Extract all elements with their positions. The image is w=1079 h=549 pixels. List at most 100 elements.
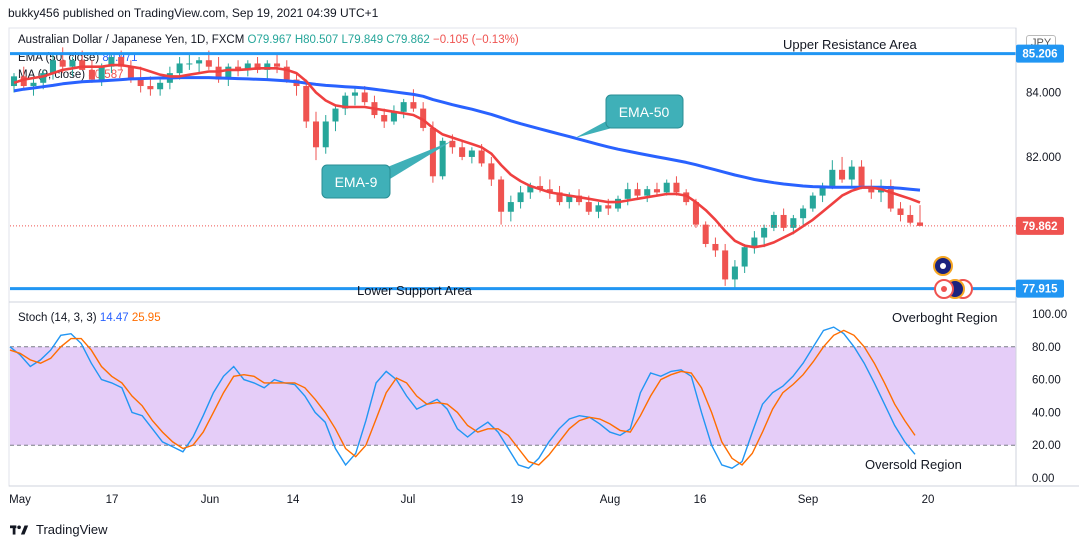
candle-body — [683, 192, 690, 203]
candle-body — [244, 63, 251, 70]
candle-body — [488, 163, 495, 180]
tradingview-logo-icon — [10, 524, 29, 535]
candle-body — [322, 121, 329, 148]
candle-body — [907, 214, 914, 223]
candle-body — [819, 185, 826, 196]
candle-body — [254, 63, 261, 70]
candle — [390, 105, 397, 125]
candle — [683, 189, 690, 206]
stoch-tick-label-1: 80.00 — [1032, 342, 1061, 354]
candle-body — [98, 66, 105, 80]
candle — [420, 102, 427, 132]
candle — [761, 224, 768, 248]
candle — [780, 208, 787, 232]
candle-body — [478, 150, 485, 164]
candle-body — [420, 108, 427, 128]
stoch-legend: Stoch (14, 3, 3) 14.47 25.95 — [18, 312, 161, 324]
candle — [507, 195, 514, 222]
candle-body — [88, 69, 95, 80]
stoch-tick-label-5: 0.00 — [1032, 473, 1054, 485]
candle — [49, 53, 56, 80]
candle — [351, 86, 358, 106]
candle-body — [79, 60, 86, 70]
candle-body — [215, 66, 222, 80]
candle-body — [770, 214, 777, 228]
candle — [556, 185, 563, 206]
candle — [20, 66, 27, 90]
time-tick-label-1: 17 — [106, 494, 119, 506]
low-value: L79.849 — [341, 34, 384, 46]
stoch-k-line — [9, 326, 916, 469]
candle-body — [312, 121, 320, 148]
candle — [614, 195, 622, 212]
candle-body — [225, 66, 232, 80]
candle — [69, 57, 76, 77]
candle-body — [390, 111, 397, 122]
ema50-callout-label: EMA-50 — [619, 104, 670, 120]
candle-body — [809, 195, 816, 209]
candle-body — [303, 86, 310, 122]
candle — [829, 160, 836, 190]
candle-body — [614, 198, 622, 209]
stoch-tick-label-4: 20.00 — [1032, 440, 1061, 452]
lower-support-label: Lower Support Area — [357, 283, 473, 298]
candle-body — [556, 192, 563, 203]
candle-body — [468, 150, 475, 157]
candle-body — [722, 250, 729, 280]
candle — [488, 156, 495, 186]
price-tag-label-2: 77.915 — [1022, 284, 1058, 296]
candle-body — [147, 86, 154, 90]
time-tick-label-8: Sep — [798, 494, 818, 506]
candle — [157, 79, 164, 96]
stochastic-pane: Overboght Region Oversold Region — [9, 310, 1016, 472]
price-pane: Upper Resistance Area Lower Support Area E… — [10, 37, 1016, 299]
candle-body — [118, 57, 125, 67]
candle-body — [40, 73, 47, 83]
candle — [546, 179, 553, 199]
axes: 84.00082.00080.000100.0080.0060.0040.002… — [8, 27, 1079, 506]
ema9-callout-pointer — [385, 141, 452, 182]
candle-body — [127, 66, 134, 80]
candle — [897, 202, 904, 222]
stoch-d-value: 25.95 — [131, 312, 161, 324]
candle — [283, 60, 290, 83]
candle-body — [692, 202, 699, 225]
candle-body — [887, 185, 894, 209]
candle-body — [20, 76, 27, 87]
candle — [839, 156, 846, 183]
ema50-callout-pointer — [575, 118, 612, 138]
stoch-tick-label-3: 40.00 — [1032, 407, 1061, 419]
candle-body — [595, 205, 602, 212]
symbol-legend: Australian Dollar / Japanese Yen, 1D, FX… — [18, 34, 519, 46]
candle — [264, 60, 271, 80]
candle-body — [69, 60, 76, 67]
candle-body — [761, 227, 768, 238]
candle-body — [332, 108, 339, 122]
candle-body — [196, 60, 203, 64]
candle — [30, 76, 37, 96]
candle — [673, 176, 680, 196]
candle-body — [731, 266, 738, 280]
open-value: O79.967 — [247, 34, 292, 46]
ema9-callout-box — [321, 164, 391, 199]
candle-body — [663, 182, 670, 193]
candle-body — [858, 166, 865, 186]
change-value: −0.105 (−0.13%) — [432, 34, 519, 46]
time-tick-label-4: Jul — [401, 494, 416, 506]
candle-body — [49, 60, 56, 74]
price-tag-1 — [1016, 216, 1064, 235]
candle-body — [439, 140, 446, 177]
candle — [595, 202, 602, 219]
upper-resistance-label: Upper Resistance Area — [783, 37, 917, 52]
candle-body — [137, 79, 144, 87]
candle — [722, 243, 729, 286]
ema9-callout-label: EMA-9 — [335, 174, 378, 190]
candle-body — [712, 243, 719, 251]
candle-body — [400, 102, 407, 112]
time-tick-label-5: 19 — [511, 494, 524, 506]
candle-body — [176, 63, 183, 74]
candle-body — [186, 63, 193, 65]
candle-body — [381, 115, 388, 122]
event-marker-dot — [941, 286, 947, 292]
candle — [235, 60, 242, 77]
